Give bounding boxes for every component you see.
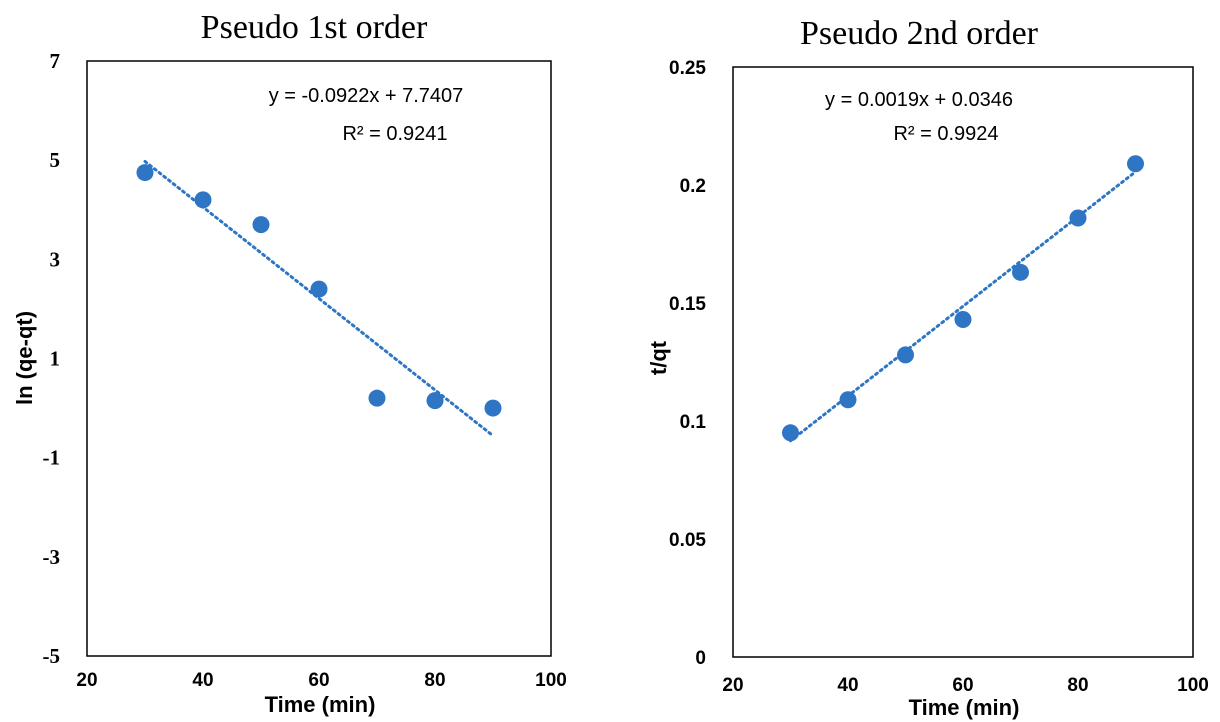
chart-2-x-tick-labels: 20 40 60 80 100 <box>722 675 1208 696</box>
chart-1-r-squared: R² = 0.9241 <box>342 123 447 145</box>
chart-1-y-tick-label: 1 <box>50 347 61 371</box>
chart-2-x-tick-label: 100 <box>1177 675 1209 696</box>
chart-1-y-tick-label: 5 <box>50 148 61 172</box>
chart-2-x-tick-label: 40 <box>837 675 858 696</box>
chart-2-equation: y = 0.0019x + 0.0346 <box>825 89 1013 111</box>
chart-1-y-tick-label: 7 <box>50 49 61 73</box>
chart-1-y-tick-labels: -5 -3 -1 1 3 5 7 <box>43 49 61 668</box>
chart-1-x-tick-label: 100 <box>535 670 567 691</box>
chart-2-r-squared: R² = 0.9924 <box>893 123 998 145</box>
chart-2-y-axis-label: t/qt <box>646 340 671 375</box>
chart-2-plot-area <box>732 66 1194 658</box>
chart-1-x-tick-label: 20 <box>76 670 97 691</box>
chart-1-data-point <box>252 216 270 234</box>
chart-2-data-point <box>782 424 799 442</box>
chart-1-plot-area <box>86 60 552 657</box>
chart-1-y-tick-label: 3 <box>50 247 61 271</box>
chart-1-data-point <box>194 191 212 209</box>
chart-2-data-point <box>1069 209 1087 227</box>
chart-1-x-tick-label: 80 <box>424 670 445 691</box>
chart-1-y-tick-label: -1 <box>43 446 61 470</box>
chart-1-data-point <box>426 392 444 410</box>
chart-2-x-tick-label: 20 <box>722 675 743 696</box>
chart-pseudo-2nd-order: Pseudo 2nd order 0 0.05 0.1 0.15 0.2 0.25 20 4… <box>646 15 1209 720</box>
chart-2-data-point <box>897 346 914 364</box>
chart-2-data-point <box>1012 263 1029 281</box>
chart-2-y-tick-label: 0.1 <box>680 412 707 433</box>
chart-1-data-points <box>136 164 502 417</box>
chart-2-x-tick-label: 60 <box>952 675 973 696</box>
chart-1-title: Pseudo 1st order <box>201 9 428 46</box>
chart-2-data-point <box>839 391 857 409</box>
chart-1-x-axis-label: Time (min) <box>265 692 376 717</box>
chart-1-equation: y = -0.0922x + 7.7407 <box>269 85 464 107</box>
chart-2-data-point <box>954 311 972 329</box>
chart-1-data-point <box>368 389 386 407</box>
chart-2-y-tick-label: 0.2 <box>680 176 706 197</box>
chart-1-y-tick-label: -3 <box>43 545 61 569</box>
chart-2-data-point <box>1127 155 1144 173</box>
chart-2-title: Pseudo 2nd order <box>800 15 1039 52</box>
chart-2-x-tick-label: 80 <box>1067 675 1088 696</box>
chart-2-y-tick-label: 0.05 <box>669 530 706 551</box>
chart-2-y-tick-labels: 0 0.05 0.1 0.15 0.2 0.25 <box>669 58 706 669</box>
chart-1-x-tick-labels: 20 40 60 80 100 <box>76 670 566 691</box>
chart-2-y-tick-label: 0.25 <box>669 58 706 79</box>
chart-1-x-tick-label: 60 <box>308 670 329 691</box>
chart-1-y-axis-label: ln (qe-qt) <box>12 311 37 405</box>
chart-2-y-tick-label: 0.15 <box>669 294 706 315</box>
chart-1-data-point <box>136 164 154 182</box>
chart-2-data-points <box>782 155 1144 442</box>
chart-1-data-point <box>310 280 328 298</box>
chart-1-x-tick-label: 40 <box>192 670 213 691</box>
chart-1-y-tick-label: -5 <box>43 644 61 668</box>
chart-2-y-tick-label: 0 <box>695 648 706 669</box>
chart-1-data-point <box>484 399 502 417</box>
chart-2-x-axis-label: Time (min) <box>909 695 1020 720</box>
